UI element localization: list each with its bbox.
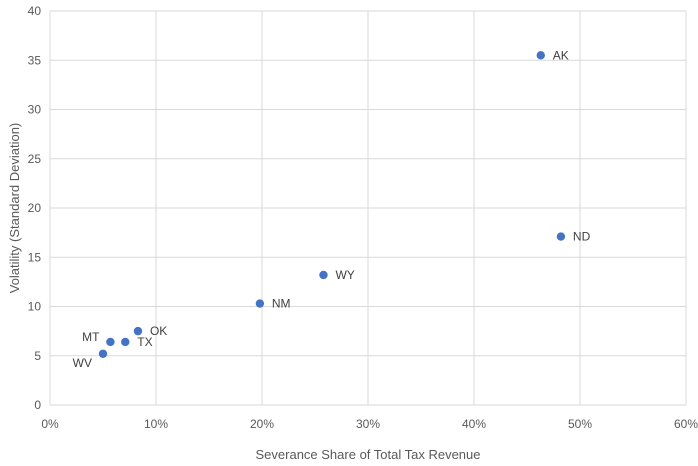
x-tick-label: 10% — [144, 417, 168, 431]
y-tick-label: 25 — [28, 152, 42, 166]
x-tick-label: 50% — [568, 417, 592, 431]
point-label-ak: AK — [553, 48, 569, 62]
x-tick-label: 60% — [674, 417, 698, 431]
gridlines — [49, 10, 687, 406]
x-axis-title: Severance Share of Total Tax Revenue — [256, 447, 481, 462]
data-point-mt — [106, 337, 115, 347]
x-tick-label: 20% — [250, 417, 274, 431]
y-tick-label: 40 — [28, 4, 42, 18]
point-label-nd: ND — [573, 230, 591, 244]
x-tick-label: 0% — [41, 417, 59, 431]
y-tick-label: 0 — [34, 398, 41, 412]
data-point-ak — [536, 51, 545, 60]
data-point-nm — [255, 299, 265, 308]
y-tick-label: 10 — [28, 300, 42, 314]
point-label-ok: OK — [150, 324, 167, 338]
y-tick-label: 20 — [28, 201, 42, 215]
point-label-nm: NM — [272, 297, 291, 311]
data-point-nd — [556, 232, 566, 241]
data-point-wy — [319, 270, 328, 280]
point-label-wy: WY — [335, 268, 354, 282]
point-label-tx: TX — [137, 335, 152, 349]
tick-labels: 0 5 10 15 20 25 30 35 40 0% 10% 20% 30% 40% 50% 60% — [28, 4, 698, 431]
x-tick-label: 40% — [462, 417, 486, 431]
y-tick-label: 30 — [28, 103, 42, 117]
point-label-wv: WV — [73, 356, 92, 370]
y-axis-title: Volatility (Standard Deviation) — [7, 123, 22, 294]
y-tick-label: 35 — [28, 53, 42, 67]
y-tick-label: 15 — [28, 250, 42, 264]
data-point-wv — [98, 349, 108, 358]
x-tick-label: 30% — [356, 417, 380, 431]
y-tick-label: 5 — [34, 349, 41, 363]
data-point-ok — [133, 326, 143, 336]
point-label-mt: MT — [82, 330, 100, 344]
data-point-tx — [121, 337, 130, 347]
